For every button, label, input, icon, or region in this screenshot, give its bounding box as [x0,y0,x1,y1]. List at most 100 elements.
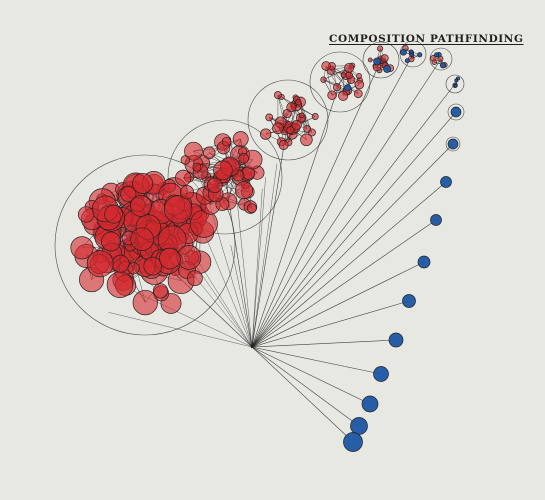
hub-ray [251,177,266,348]
hub-ray [251,143,454,348]
hub-ray [251,346,382,375]
blue-node [439,62,447,69]
cluster-nodes [70,45,462,452]
red-node [132,173,154,194]
red-node [340,72,347,78]
blue-node [404,58,410,64]
red-node [180,155,191,165]
hub-ray [251,58,442,348]
blue-node [434,52,439,58]
hub-ray [251,346,371,405]
cluster-halo [429,47,453,71]
red-node [207,177,223,194]
hub-ray [251,119,289,348]
hub-ray [251,111,457,348]
red-node [152,283,169,299]
blue-node [373,57,381,66]
red-node [260,128,272,140]
hub-ray [251,300,410,348]
blue-node [447,138,459,150]
red-node [272,122,284,135]
blue-node [383,64,392,73]
red-node [265,113,274,122]
hub-ray [251,83,456,348]
blue-node [402,294,416,308]
red-node [86,250,114,278]
hub-node [250,345,254,349]
red-node [300,133,313,147]
hub-ray [251,59,382,348]
red-node [238,153,249,164]
red-node [431,59,438,65]
hub-ray [251,53,414,348]
red-node [106,271,134,298]
red-node [320,76,327,83]
hub-ray [251,339,397,348]
red-node [273,91,282,100]
red-node [327,90,337,100]
hub-ray [251,81,341,348]
blue-node [373,366,389,382]
red-node [143,256,163,276]
red-node [175,169,192,187]
red-node [101,231,121,252]
hub-ray [251,346,360,427]
red-node [311,113,319,120]
red-node [353,89,363,99]
cluster-halos [54,40,465,336]
red-node [278,140,289,150]
red-node [130,227,154,251]
blue-node [344,84,352,92]
blue-node [417,255,431,269]
blue-node [454,78,459,83]
blue-node [430,214,442,226]
red-node [221,136,232,147]
cluster-halo [445,74,465,94]
red-node [367,57,373,63]
cluster-halo [447,103,465,121]
red-node [345,71,353,80]
red-node [164,195,193,224]
red-node [159,247,181,270]
cluster-halo [54,154,236,336]
red-node [184,141,203,161]
blue-node [400,48,407,56]
red-node [338,90,349,101]
red-node [127,262,140,275]
hub-ray [251,219,437,348]
red-node [77,206,95,223]
cluster-edge [288,128,308,143]
cluster-halo [399,40,427,68]
red-node [286,126,295,135]
blue-node [409,49,414,54]
blue-node [343,432,363,452]
red-node [202,146,216,160]
red-node [130,195,152,217]
red-node [132,289,158,316]
red-node [298,112,305,119]
red-node [344,62,355,73]
blue-node [350,417,368,435]
red-node [291,119,302,131]
blue-node [388,332,404,348]
hub-ray [230,244,253,348]
page-title: COMPOSITION PATHFINDING [329,33,524,45]
red-node [286,102,297,113]
red-node [354,79,365,90]
red-node [192,162,202,172]
hub-ray [108,312,253,348]
red-node [111,254,130,273]
red-node [235,181,253,200]
red-node [303,125,312,133]
hub-ray [251,346,354,443]
red-node [213,160,233,181]
red-node [295,99,302,106]
blue-node [453,83,458,88]
red-node [70,236,94,260]
red-node [246,203,257,214]
cluster-halo [247,79,329,161]
cluster-halo [445,136,461,152]
hub-ray [251,261,425,348]
red-node [332,83,342,92]
